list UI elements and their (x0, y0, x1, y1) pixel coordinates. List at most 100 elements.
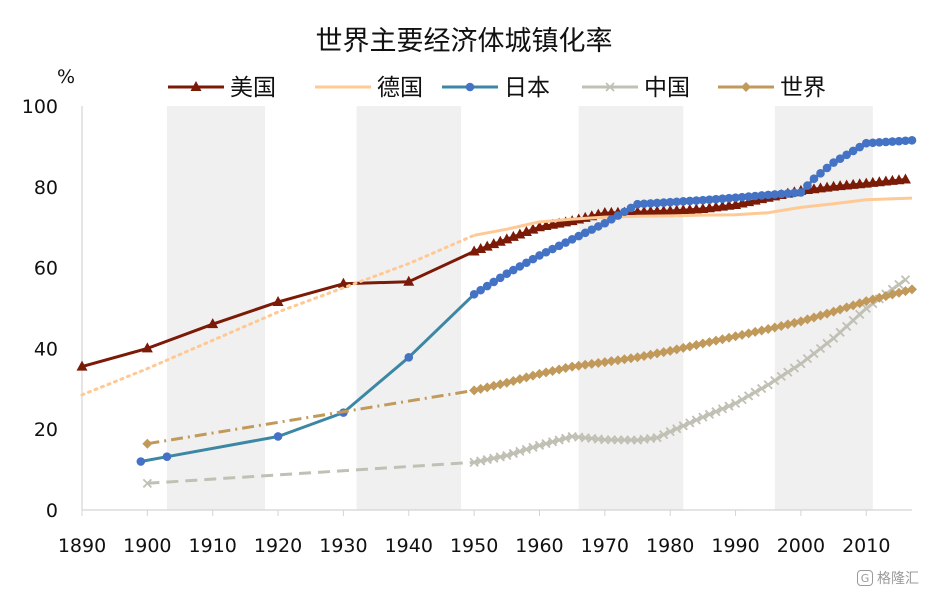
data-point (907, 284, 917, 295)
x-tick-label: 1990 (711, 535, 759, 557)
data-point (671, 344, 682, 355)
data-point (861, 303, 871, 314)
data-point (489, 277, 499, 287)
data-point (698, 412, 708, 422)
data-point (141, 342, 153, 353)
data-point (776, 371, 786, 381)
data-point-stroke (717, 404, 728, 414)
data-point (848, 146, 858, 156)
data-point-stroke (770, 375, 780, 386)
data-point (796, 188, 806, 197)
data-point (829, 158, 838, 167)
data-point (744, 192, 753, 201)
data-point-stroke (789, 363, 799, 373)
legend-marker (605, 82, 615, 92)
x-tick-label: 1940 (385, 535, 433, 557)
data-point (652, 348, 663, 359)
data-point (626, 203, 636, 213)
data-point-stroke (685, 418, 695, 428)
data-point (337, 277, 349, 288)
watermark-logo-icon: G (857, 570, 873, 586)
legend-label: 世界 (780, 75, 826, 101)
legend-item-世界: 世界 (718, 75, 826, 101)
data-point (554, 435, 564, 445)
data-point (522, 258, 531, 268)
data-point (547, 437, 558, 447)
data-point (482, 382, 493, 393)
data-point (894, 136, 904, 146)
data-point (705, 195, 714, 204)
data-point (737, 329, 748, 340)
data-point (710, 335, 721, 346)
data-point (750, 191, 760, 201)
data-point-stroke (541, 438, 551, 449)
data-point (816, 169, 825, 178)
data-point (822, 163, 832, 173)
data-point (534, 440, 545, 450)
data-point (613, 211, 623, 220)
legend-label: 美国 (230, 75, 276, 101)
x-tick-label: 1890 (58, 535, 106, 557)
data-point (678, 342, 689, 353)
data-point (835, 154, 845, 163)
data-point (730, 331, 741, 342)
data-point (672, 424, 682, 434)
data-point (469, 289, 479, 299)
data-point (495, 379, 506, 390)
data-point-stroke (815, 343, 826, 354)
data-point (907, 136, 917, 145)
data-point (403, 275, 415, 286)
data-point (607, 215, 616, 224)
data-point (692, 196, 701, 205)
data-point (515, 446, 525, 457)
data-point (515, 262, 525, 271)
shaded-period-1 (356, 106, 462, 510)
watermark-text: 格隆汇 (877, 571, 919, 587)
data-point (875, 138, 884, 147)
legend-marker-stroke (605, 82, 615, 92)
data-point (528, 254, 538, 264)
data-point-stroke (783, 367, 793, 377)
data-point (521, 444, 532, 455)
data-point (769, 322, 780, 333)
data-point-stroke (724, 401, 734, 411)
data-point (724, 193, 734, 203)
data-point (881, 137, 891, 147)
data-point (685, 196, 695, 206)
data-point (272, 295, 284, 306)
data-point-stroke (894, 279, 904, 290)
data-point (76, 360, 88, 371)
legend-label: 日本 (504, 75, 550, 101)
data-point-stroke (809, 348, 819, 359)
data-point (743, 391, 754, 401)
data-point (535, 251, 544, 260)
data-point-stroke (142, 478, 152, 488)
data-point-stroke (763, 380, 773, 390)
data-point (757, 383, 767, 394)
data-point (730, 398, 741, 408)
data-point (620, 207, 629, 217)
data-point (207, 318, 219, 329)
data-point (842, 150, 851, 160)
x-tick-label: 1970 (581, 535, 629, 557)
data-point (502, 450, 512, 461)
data-point (541, 438, 551, 449)
data-point-stroke (482, 454, 492, 465)
data-point (495, 273, 505, 283)
legend-marker (465, 82, 475, 92)
watermark: G 格隆汇 (857, 568, 919, 588)
data-point (776, 320, 787, 331)
data-point (639, 350, 650, 361)
y-tick-label: 20 (34, 419, 58, 441)
data-point (899, 173, 911, 184)
data-point (593, 222, 603, 231)
data-point (560, 363, 571, 374)
data-point (737, 192, 747, 202)
data-point (894, 279, 904, 290)
x-tick-label: 1930 (319, 535, 367, 557)
data-point (475, 383, 486, 394)
y-tick-label: 40 (34, 338, 58, 360)
data-point-stroke (730, 398, 741, 408)
y-tick-label: 100 (22, 96, 58, 118)
